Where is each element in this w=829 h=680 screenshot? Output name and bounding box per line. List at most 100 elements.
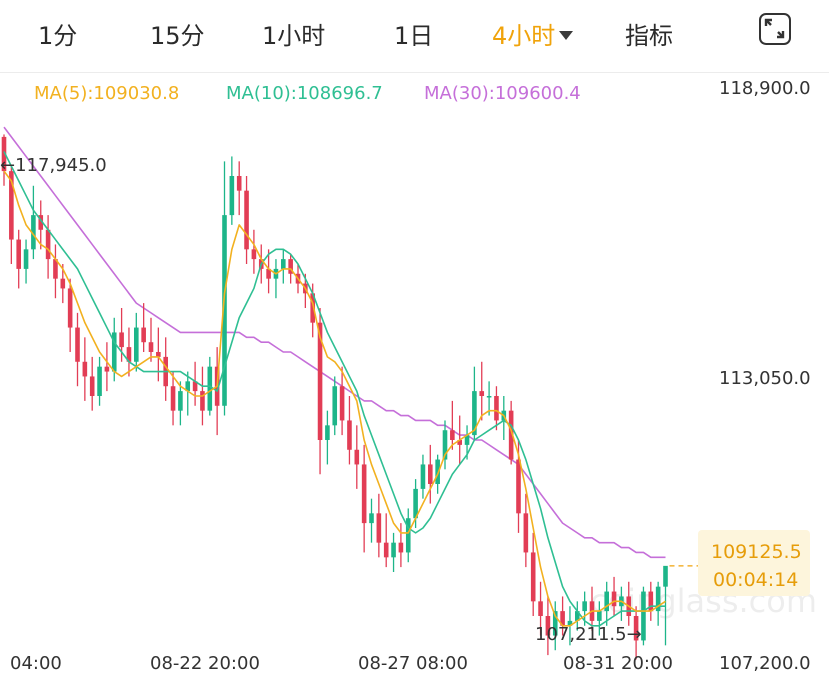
ma30-polyline (3, 126, 666, 559)
candle-body (156, 352, 161, 357)
low-marker: 107,211.5→ (535, 624, 642, 645)
tab-label: 1日 (394, 22, 434, 50)
candle-body (347, 420, 352, 450)
candle-body (332, 386, 338, 426)
ma30-line (3, 126, 666, 559)
candle-body (281, 259, 286, 269)
candle-body (435, 459, 440, 484)
tab-1hour[interactable]: 1小时 (262, 16, 325, 51)
candle-body (641, 591, 646, 641)
candle-body (288, 259, 293, 274)
candle-body (442, 430, 448, 460)
candle-body (567, 620, 573, 626)
tab-indicators[interactable]: 指标 (625, 16, 673, 51)
candle-body (413, 488, 418, 519)
candle-body (31, 215, 36, 250)
candle-body (251, 249, 257, 260)
candle-body (663, 565, 668, 587)
candle-body (1, 136, 7, 172)
candle-body (508, 410, 514, 460)
candle-body (479, 391, 485, 396)
candles (1, 134, 668, 660)
current-price-box (698, 530, 810, 596)
candle-body (530, 552, 536, 602)
candle-body (494, 396, 499, 421)
candle-body (141, 327, 146, 343)
tab-label: 1小时 (262, 22, 326, 50)
candle-body (185, 381, 191, 392)
candle-body (398, 542, 404, 553)
fullscreen-icon[interactable] (759, 13, 791, 45)
tab-label: 4小时 (492, 22, 556, 50)
candle-body (89, 376, 95, 396)
x-tick-label: 08-22 20:00 (150, 653, 260, 674)
tab-label: 指标 (625, 22, 673, 50)
candle-body (104, 366, 110, 372)
candle-body (9, 171, 14, 240)
candle-body (236, 176, 242, 191)
candle-body (516, 459, 521, 514)
x-tick-label: 08-31 20:00 (563, 653, 673, 674)
x-tick-label: 08-27 08:00 (358, 653, 468, 674)
ma10-polyline (3, 151, 666, 627)
candle-body (111, 332, 117, 372)
candle-body (45, 229, 51, 260)
candle-body (391, 542, 396, 558)
candle-body (486, 396, 492, 398)
candle-body (229, 176, 235, 216)
candle-body (383, 542, 389, 558)
candle-body (38, 215, 44, 230)
candle-body (648, 591, 654, 612)
countdown: 00:04:14 (713, 569, 798, 591)
candle-body (200, 391, 205, 411)
tab-4hour[interactable]: 4小时 (492, 16, 574, 51)
header-divider (0, 72, 829, 73)
ma5-line (3, 170, 666, 627)
candle-body (266, 268, 271, 279)
candle-body (67, 288, 73, 328)
candle-body (82, 361, 88, 377)
candle-body (354, 449, 360, 465)
candle-body (126, 347, 132, 362)
candle-body (53, 259, 58, 279)
candle-body (405, 518, 411, 553)
candle-body (339, 386, 345, 421)
tab-label: 1分 (38, 22, 78, 50)
candle-body (633, 616, 639, 641)
y-tick-label: 118,900.0 (719, 78, 811, 99)
candle-body (325, 425, 330, 440)
y-tick-label: 113,050.0 (719, 368, 811, 389)
candle-body (60, 278, 66, 289)
candle-body (428, 464, 433, 484)
candle-body (420, 464, 426, 489)
candle-body (369, 513, 374, 524)
candle-body (16, 239, 21, 269)
candle-body (450, 430, 455, 440)
candle-body (178, 391, 183, 411)
candle-body (655, 586, 661, 612)
candle-body (207, 366, 213, 411)
caret-down-icon (559, 30, 574, 40)
candle-body (611, 591, 617, 607)
tab-1min[interactable]: 1分 (38, 16, 77, 51)
candle-body (244, 190, 249, 250)
tab-1day[interactable]: 1日 (394, 16, 433, 51)
candle-body (23, 249, 29, 269)
current-price: 109125.5 (711, 541, 802, 563)
candle-body (119, 332, 124, 348)
ma30-legend: MA(30):109600.4 (424, 83, 581, 104)
candle-body (575, 611, 580, 621)
y-tick-label: 107,200.0 (719, 653, 811, 674)
candle-body (134, 327, 139, 362)
candle-body (457, 440, 462, 445)
high-marker: ←117,945.0 (0, 155, 107, 176)
candle-body (464, 435, 470, 445)
candle-body (582, 601, 587, 612)
ma10-legend: MA(10):108696.7 (226, 83, 383, 104)
candle-body (170, 386, 176, 411)
ma5-polyline (3, 170, 666, 627)
candle-body (552, 611, 558, 636)
candle-body (317, 322, 323, 440)
tab-15min[interactable]: 15分 (150, 16, 205, 51)
